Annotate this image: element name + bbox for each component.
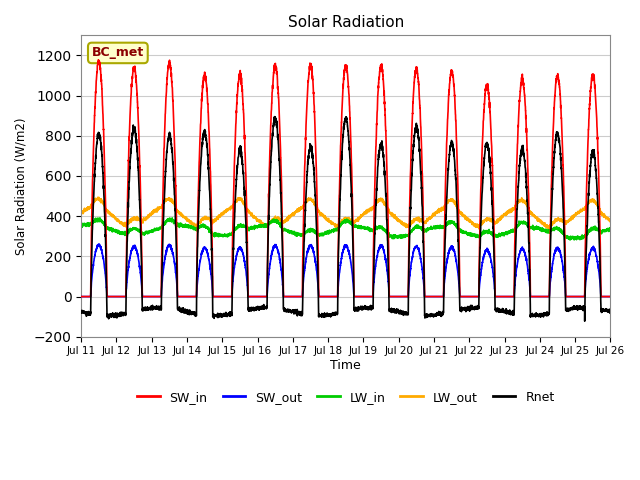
X-axis label: Time: Time [330, 359, 361, 372]
Legend: SW_in, SW_out, LW_in, LW_out, Rnet: SW_in, SW_out, LW_in, LW_out, Rnet [132, 386, 559, 409]
Title: Solar Radiation: Solar Radiation [287, 15, 404, 30]
Y-axis label: Solar Radiation (W/m2): Solar Radiation (W/m2) [15, 117, 28, 255]
Text: BC_met: BC_met [92, 47, 144, 60]
